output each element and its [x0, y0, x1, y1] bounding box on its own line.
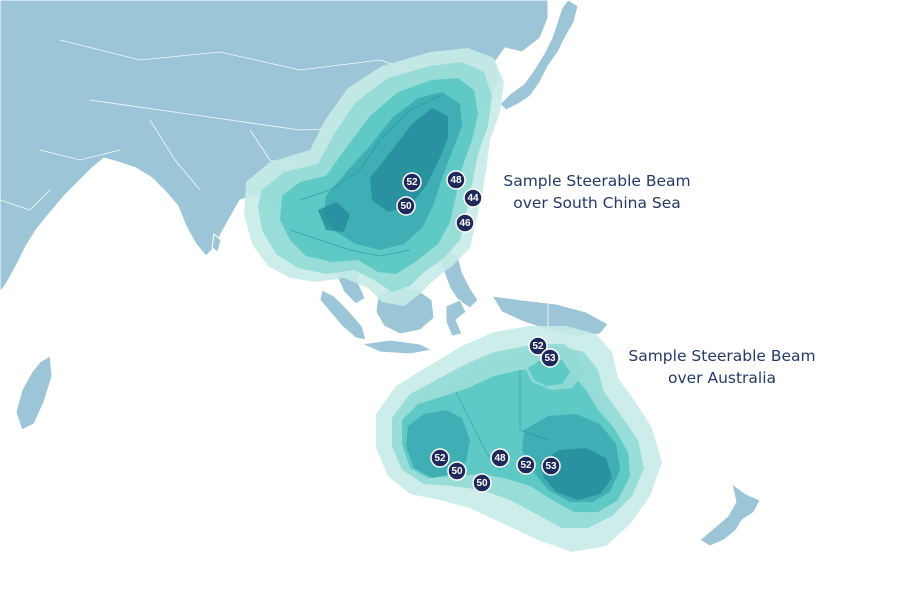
eirp-badge-value: 52 [520, 460, 532, 471]
land-new-guinea [491, 295, 609, 337]
eirp-badge-value: 52 [406, 177, 418, 188]
beam-label-line-1: Sample Steerable Beam [503, 172, 691, 190]
eirp-badge: 52 [430, 448, 450, 468]
land-java [360, 339, 434, 355]
eirp-badge: 50 [396, 196, 416, 216]
land-sumatra [319, 289, 367, 341]
eirp-badge-value: 44 [467, 193, 479, 204]
eirp-badge: 46 [455, 213, 475, 233]
eirp-badge: 48 [446, 170, 466, 190]
land-japan [499, 0, 579, 111]
eirp-badge-value: 53 [545, 461, 557, 472]
beam-footprint-australia [376, 326, 662, 552]
eirp-badge-value: 50 [451, 466, 463, 477]
badges-south-china-sea: 52 48 50 44 46 [396, 170, 483, 233]
beam-label-line-2: over South China Sea [513, 194, 681, 212]
beam-label-line-2: over Australia [667, 369, 777, 387]
land-madagascar [15, 355, 53, 431]
land-sulawesi [445, 299, 467, 337]
land-new-zealand [699, 482, 761, 547]
beam-label-line-1: Sample Steerable Beam [628, 347, 816, 365]
eirp-badge: 50 [447, 461, 467, 481]
eirp-badge-value: 48 [450, 175, 462, 186]
eirp-badge-value: 53 [544, 353, 556, 364]
beam-footprint-south-china-sea [244, 48, 504, 306]
eirp-badge-value: 50 [476, 478, 488, 489]
eirp-badge: 52 [516, 455, 536, 475]
eirp-badge: 52 [528, 336, 548, 356]
beam-label-south-china-sea: Sample Steerable Beam over South China S… [502, 170, 692, 214]
eirp-badge: 53 [541, 456, 561, 476]
eirp-badge: 50 [472, 473, 492, 493]
eirp-badge: 53 [540, 348, 560, 368]
land-sri-lanka [211, 233, 222, 253]
eirp-badge-value: 52 [434, 453, 446, 464]
eirp-badge-value: 46 [459, 218, 471, 229]
eirp-badge-value: 48 [494, 453, 506, 464]
eirp-badge: 48 [490, 448, 510, 468]
eirp-badge-value: 52 [532, 341, 544, 352]
eirp-badge-value: 50 [400, 201, 412, 212]
eirp-badge: 52 [402, 172, 422, 192]
beam-label-australia: Sample Steerable Beam over Australia [627, 345, 817, 389]
eirp-badge: 44 [463, 188, 483, 208]
